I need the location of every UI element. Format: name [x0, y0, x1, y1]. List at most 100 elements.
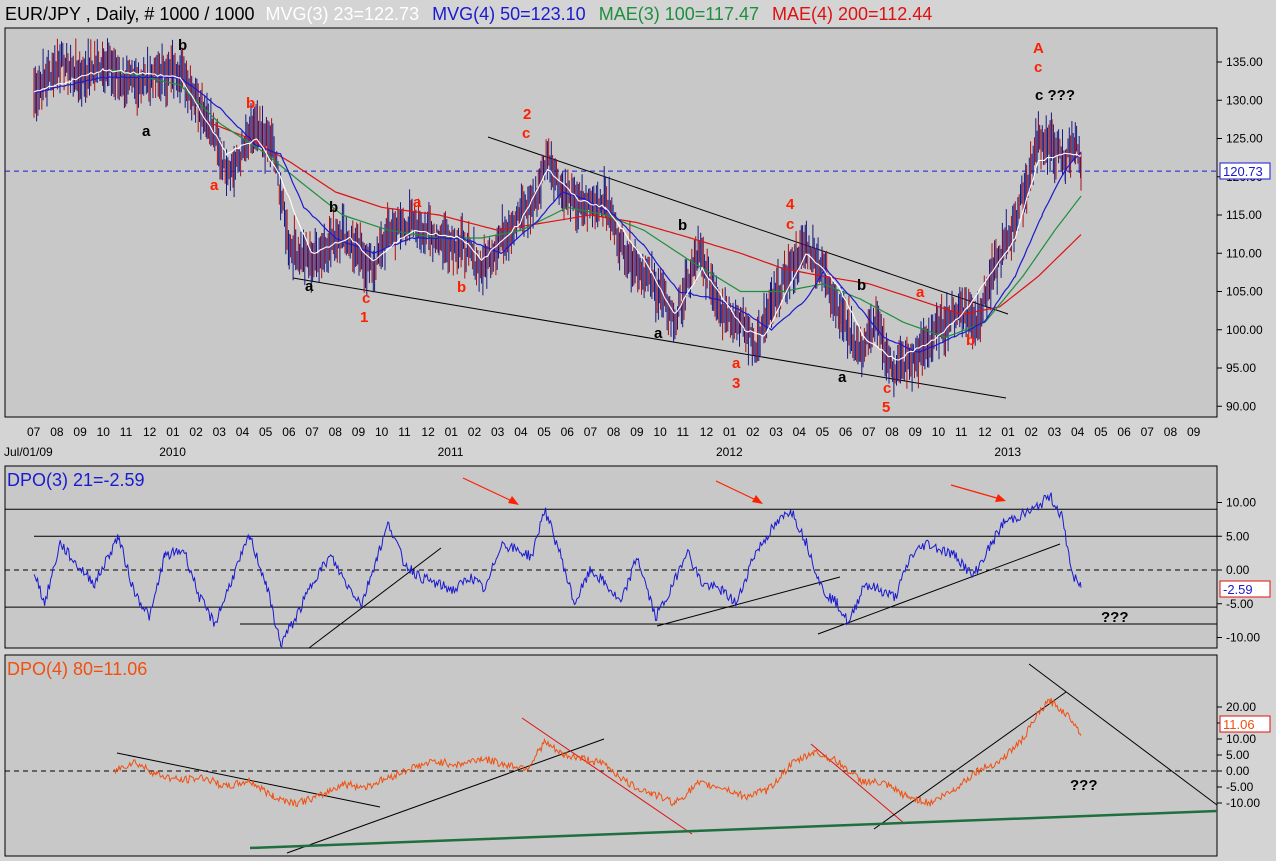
dpo3-tick-label: 10.00 [1226, 496, 1256, 510]
x-month-label: 06 [1117, 425, 1131, 439]
dpo4-tick-label: -10.00 [1226, 796, 1260, 810]
x-month-label: 12 [978, 425, 992, 439]
price-tick-label: 135.00 [1226, 55, 1263, 69]
x-month-label: 01 [723, 425, 737, 439]
annot-a4: a [305, 278, 314, 295]
x-month-label: 05 [259, 425, 273, 439]
annot-c1: c [362, 290, 370, 307]
x-month-label: 06 [561, 425, 575, 439]
dpo4-last-box [1219, 715, 1271, 733]
x-month-label: 05 [1094, 425, 1108, 439]
price-tick-label: 100.00 [1226, 323, 1263, 337]
dpo4-tick-label: 0.00 [1226, 764, 1250, 778]
header-symbol: EUR/JPY , Daily, # 1000 / 1000 [5, 4, 254, 24]
x-year-label: 2013 [994, 445, 1021, 459]
mae3-line [110, 69, 1082, 339]
annot-a8: a [916, 284, 925, 301]
x-month-label: 03 [1048, 425, 1062, 439]
dpo3-panel-bg [4, 465, 1218, 649]
dpo4-trendline-4 [1028, 663, 1218, 806]
price-lower-trendline [292, 277, 1007, 399]
x-year-label: 2011 [438, 445, 464, 459]
annot-wave4: 4 [786, 196, 795, 213]
dpo3-last-box [1219, 580, 1271, 598]
price-tick-label: 95.00 [1226, 361, 1256, 375]
x-month-label: 02 [189, 425, 203, 439]
x-month-label: 08 [329, 425, 343, 439]
wave-annotations: a b a b b a a c 1 b 2 c b a a 3 4 c a c … [142, 37, 1075, 416]
price-tick-label: 90.00 [1226, 399, 1256, 413]
price-tick-label: 115.00 [1226, 208, 1262, 222]
x-month-label: 07 [27, 425, 41, 439]
price-tick-label: 125.00 [1226, 132, 1263, 146]
header-mvg4: MVG(4) 50=123.10 [432, 4, 586, 24]
x-month-label: 06 [839, 425, 853, 439]
price-last-box [1219, 162, 1271, 180]
dpo3-question: ??? [1101, 609, 1129, 626]
annot-wave2: 2 [523, 106, 531, 123]
x-month-label: 01 [166, 425, 180, 439]
x-month-label: 12 [421, 425, 435, 439]
dpo4-tick-label: 5.00 [1226, 748, 1250, 762]
x-month-label: 03 [491, 425, 505, 439]
x-month-label: 02 [468, 425, 482, 439]
x-month-label: 04 [236, 425, 250, 439]
x-month-label: 01 [1001, 425, 1015, 439]
annot-a3: a [413, 194, 422, 211]
annot-a1: a [142, 123, 151, 140]
dpo3-grid [5, 508, 1217, 625]
mvg3-line [33, 67, 1082, 361]
x-month-label: 05 [537, 425, 551, 439]
annot-cA: c [1034, 59, 1042, 76]
annot-a6: a [732, 355, 741, 372]
annot-c5: c [883, 380, 891, 397]
x-month-label: 10 [653, 425, 667, 439]
x-year-label: 2012 [716, 445, 743, 459]
annot-cq: c ??? [1035, 87, 1075, 104]
mvg4-line [34, 75, 1082, 353]
dpo4-last-value: 11.06 [1223, 717, 1255, 732]
annot-b5: b [678, 217, 687, 234]
x-month-label: 12 [700, 425, 714, 439]
chart-header: EUR/JPY , Daily, # 1000 / 1000 MVG(3) 23… [5, 4, 932, 24]
x-month-label: 08 [50, 425, 64, 439]
x-month-label: 11 [398, 425, 411, 439]
x-month-label: 11 [677, 425, 690, 439]
dpo3-line [33, 492, 1082, 648]
x-month-label: 07 [305, 425, 319, 439]
x-axis-labels: 07 08 09 10 11 12 01 02 03 04 05 06 07 08 09 10 11 12 01 02… [27, 425, 1201, 459]
x-month-label: 04 [1071, 425, 1085, 439]
annot-b2: b [246, 95, 255, 112]
annot-a5: a [654, 325, 663, 342]
x-month-label: 11 [955, 425, 968, 439]
x-month-label: 03 [769, 425, 783, 439]
annot-c4: c [786, 216, 794, 233]
x-month-label: 09 [352, 425, 366, 439]
dpo3-tick-label: -10.00 [1226, 631, 1260, 645]
dpo4-title: DPO(4) 80=11.06 [7, 659, 147, 679]
price-last-value: 120.73 [1223, 164, 1263, 179]
annot-A: A [1033, 40, 1044, 57]
dpo4-line [113, 697, 1082, 808]
x-month-label: 12 [143, 425, 157, 439]
dpo3-series [33, 492, 1082, 648]
x-month-label: 09 [1187, 425, 1201, 439]
header-mvg3: MVG(3) 23=122.73 [265, 4, 419, 24]
dpo4-series [113, 697, 1082, 808]
x-month-label: 09 [630, 425, 644, 439]
price-bars [33, 38, 1082, 398]
dpo4-trendline-3 [873, 691, 1067, 830]
price-tick-label: 110.00 [1226, 246, 1262, 260]
x-month-label: 08 [885, 425, 899, 439]
header-mae3: MAE(3) 100=117.47 [599, 4, 759, 24]
x-start-label: Jul/01/09 [4, 445, 53, 459]
x-month-label: 06 [282, 425, 296, 439]
dpo3-arrow-2 [715, 480, 763, 504]
dpo4-tick-label: 10.00 [1226, 732, 1256, 746]
annot-c2: c [522, 125, 530, 142]
x-month-label: 01 [445, 425, 459, 439]
dpo3-tick-label: 5.00 [1226, 529, 1250, 543]
dpo3-tick-label: -5.00 [1226, 597, 1254, 611]
dpo3-trendline-2 [656, 576, 841, 627]
